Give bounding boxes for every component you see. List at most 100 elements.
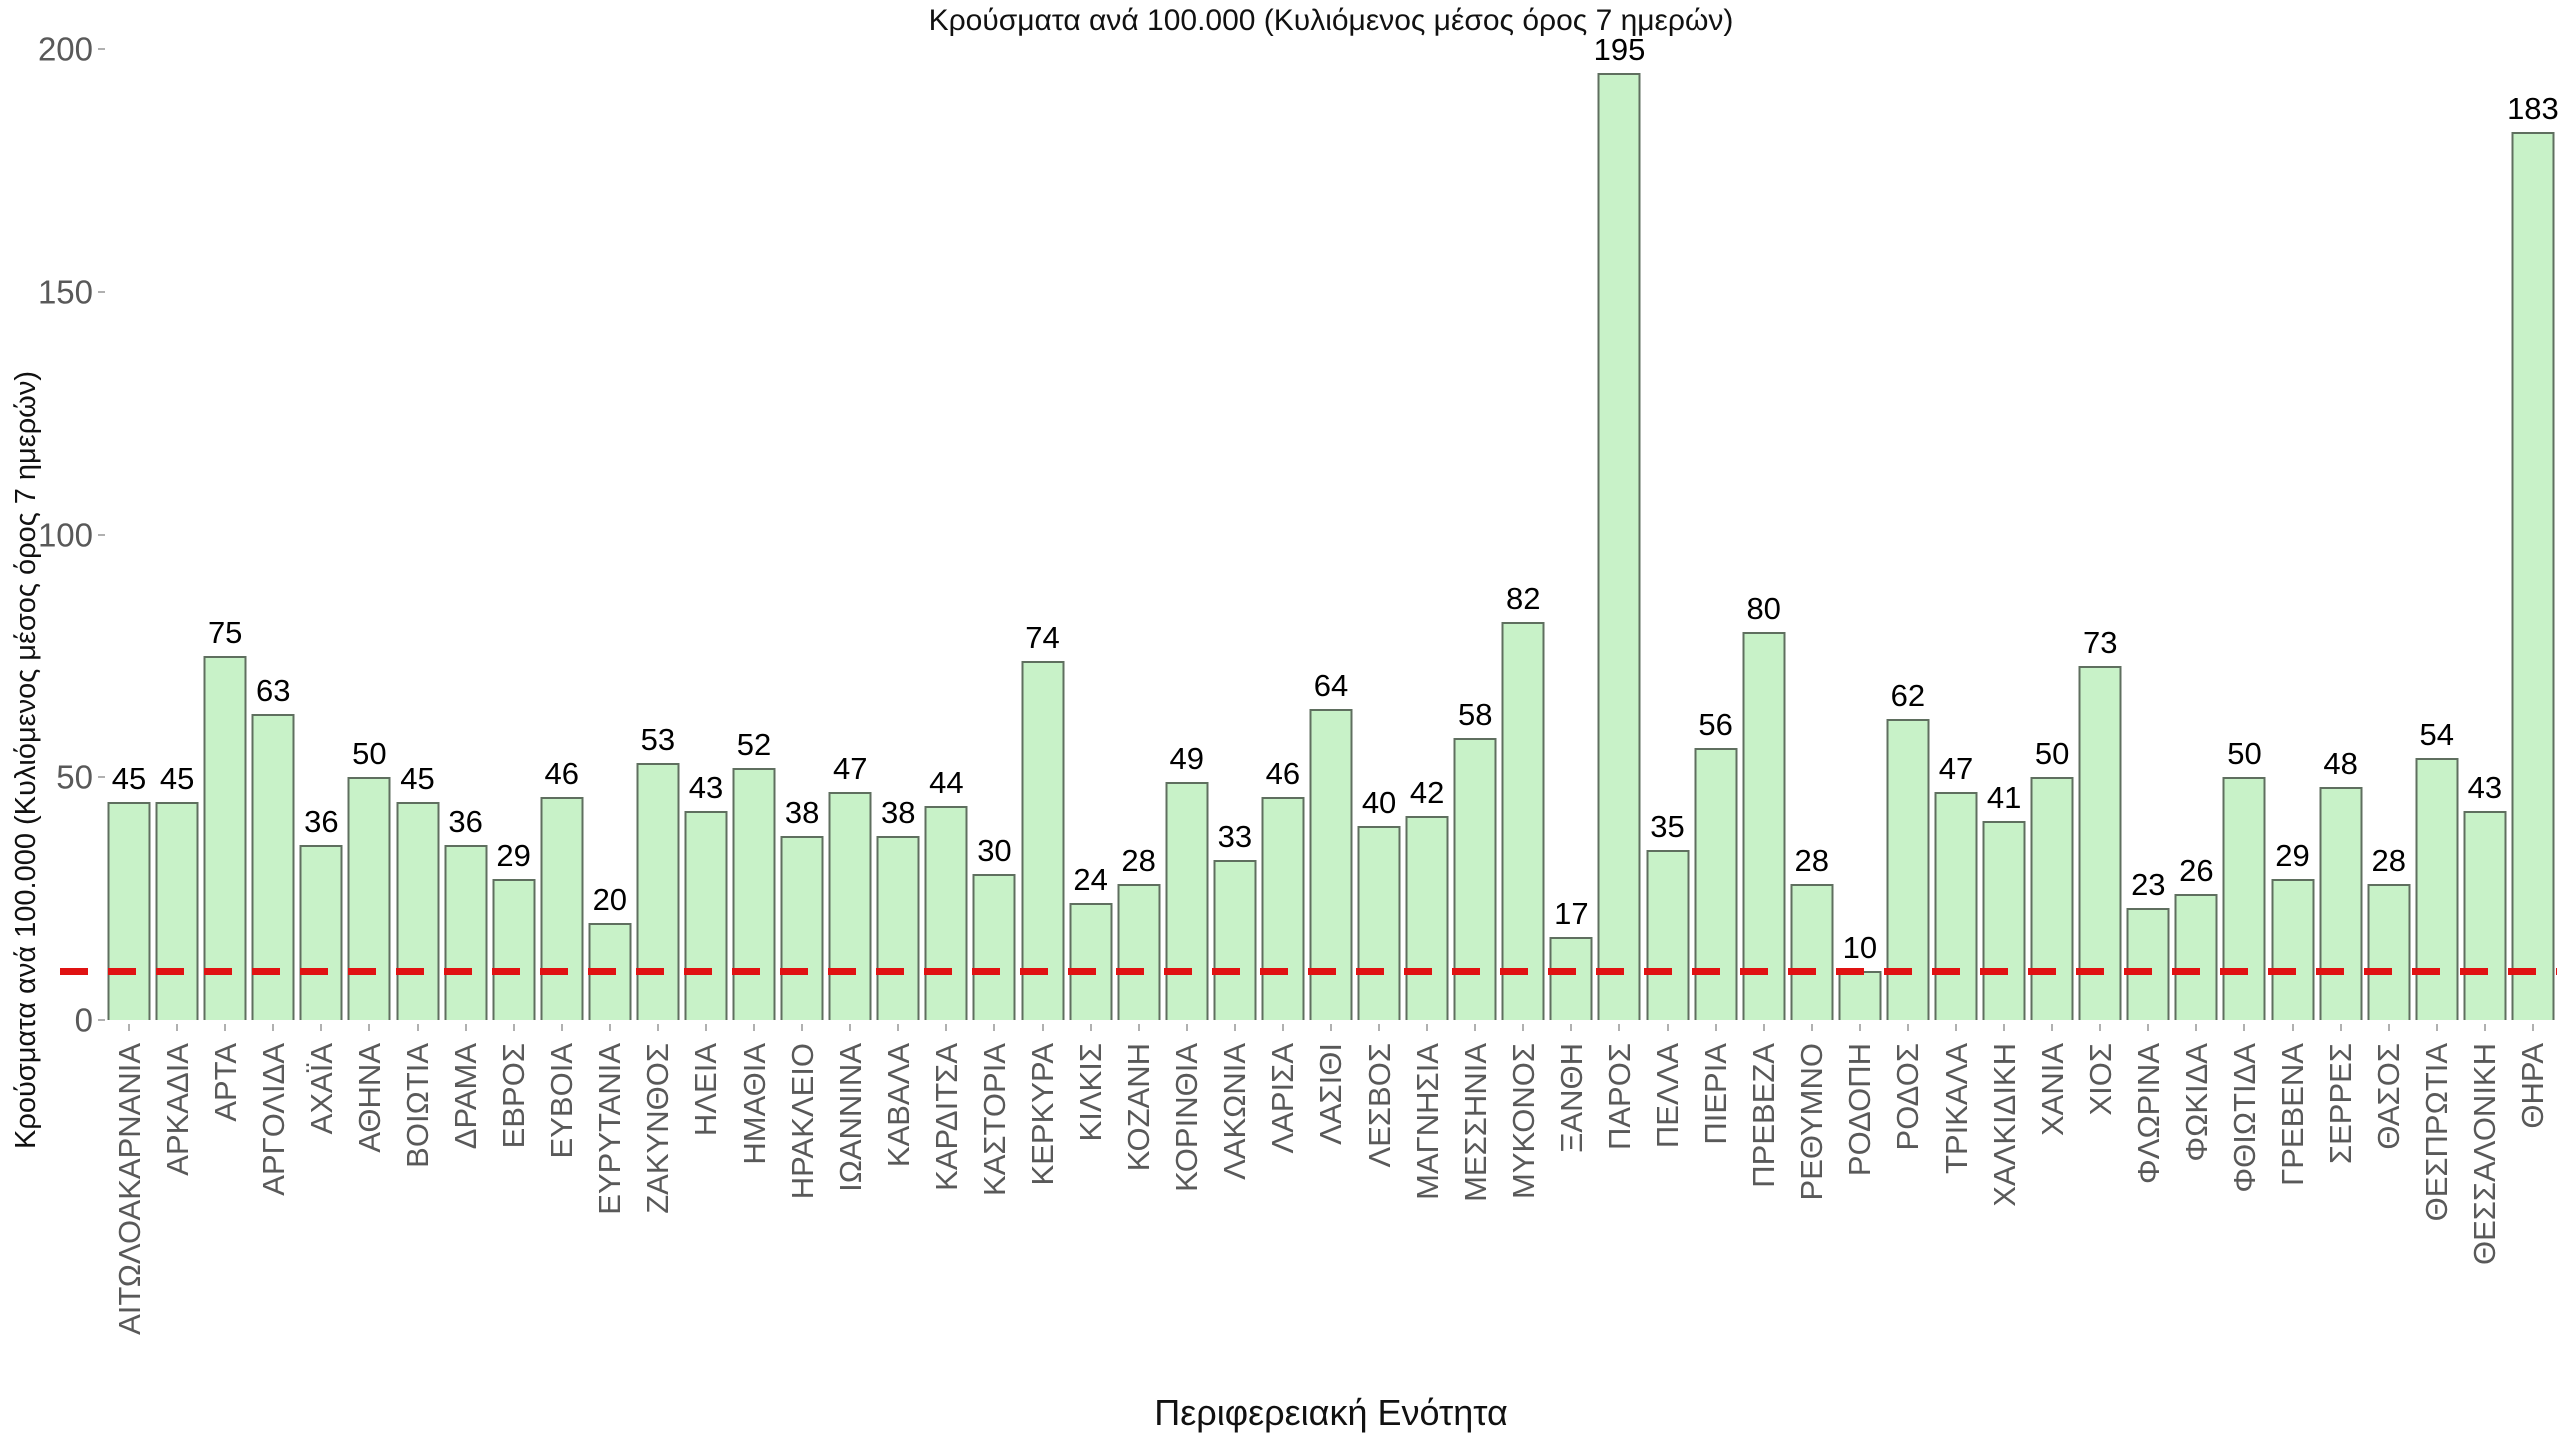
x-tick-mark xyxy=(704,1024,707,1031)
bar xyxy=(1790,884,1834,1020)
x-tick-mark xyxy=(1378,1024,1381,1031)
bar-slot: 47 xyxy=(1932,49,1980,1020)
bar-value-label: 53 xyxy=(640,722,676,757)
x-tick-label: ΛΑΚΩΝΙΑ xyxy=(1217,1043,1253,1180)
x-tick: ΓΡΕΒΕΝΑ xyxy=(2269,1022,2317,1402)
x-tick: ΡΟΔΟΠΗ xyxy=(1836,1022,1884,1402)
x-tick: ΛΑΡΙΣΑ xyxy=(1259,1022,1307,1402)
x-tick: ΚΟΡΙΝΘΙΑ xyxy=(1163,1022,1211,1402)
bar xyxy=(1213,860,1257,1020)
bar-value-label: 35 xyxy=(1650,809,1685,844)
x-tick: ΠΙΕΡΙΑ xyxy=(1692,1022,1740,1402)
x-tick-label: ΠΡΕΒΕΖΑ xyxy=(1746,1043,1782,1188)
x-tick: ΚΑΒΑΛΑ xyxy=(874,1022,922,1402)
x-tick-label: ΒΟΙΩΤΙΑ xyxy=(400,1043,435,1168)
x-tick: ΕΥΡΥΤΑΝΙΑ xyxy=(586,1022,634,1402)
bar xyxy=(2319,787,2363,1020)
x-tick-label: ΗΜΑΘΙΑ xyxy=(736,1043,772,1165)
bar-slot: 195 xyxy=(1594,34,1645,1020)
bar xyxy=(1549,937,1593,1020)
bar xyxy=(1838,971,1882,1020)
bar-slot: 43 xyxy=(2461,49,2509,1020)
bar-value-label: 28 xyxy=(1794,843,1830,878)
x-tick: ΛΕΣΒΟΣ xyxy=(1355,1022,1403,1402)
x-tick: ΚΟΖΑΝΗ xyxy=(1115,1022,1163,1402)
bar-slot: 52 xyxy=(730,49,778,1020)
x-tick-mark xyxy=(2339,1024,2342,1031)
x-tick-label: ΜΥΚΟΝΟΣ xyxy=(1505,1043,1541,1199)
x-tick-mark xyxy=(1041,1024,1044,1031)
bar xyxy=(1261,797,1305,1020)
bar xyxy=(1309,709,1353,1020)
bar-value-label: 29 xyxy=(496,838,531,873)
bar-slot: 50 xyxy=(345,49,393,1020)
x-tick-mark xyxy=(1474,1024,1477,1031)
x-tick-label: ΘΑΣΟΣ xyxy=(2371,1043,2407,1150)
x-tick-mark xyxy=(1522,1024,1525,1031)
bar-value-label: 29 xyxy=(2275,838,2310,873)
x-tick: ΤΡΙΚΑΛΑ xyxy=(1932,1022,1980,1402)
bar-value-label: 38 xyxy=(784,795,820,830)
bar-value-label: 46 xyxy=(544,756,579,791)
x-tick-mark xyxy=(2291,1024,2294,1031)
x-tick: ΠΕΛΛΑ xyxy=(1644,1022,1692,1402)
x-tick: ΑΘΗΝΑ xyxy=(345,1022,393,1402)
bar-value-label: 54 xyxy=(2419,717,2455,752)
bar-slot: 38 xyxy=(874,49,922,1020)
bar xyxy=(2415,758,2459,1020)
bar-value-label: 43 xyxy=(2467,770,2503,805)
x-tick-label: ΧΑΝΙΑ xyxy=(2034,1043,2070,1137)
x-tick-label: ΧΙΟΣ xyxy=(2082,1043,2118,1116)
bar xyxy=(2174,894,2218,1020)
bar-value-label: 41 xyxy=(1986,780,2022,815)
x-tick: ΧΑΛΚΙΔΙΚΗ xyxy=(1980,1022,2028,1402)
bar xyxy=(1021,661,1065,1020)
x-tick-label: ΛΑΣΙΘΙ xyxy=(1313,1043,1349,1145)
bar-slot: 17 xyxy=(1547,49,1595,1020)
bar-slot: 45 xyxy=(105,49,153,1020)
y-tick-label: 150 xyxy=(37,273,93,311)
bar-value-label: 195 xyxy=(1593,32,1646,67)
bar xyxy=(540,797,584,1020)
x-tick-mark xyxy=(753,1024,756,1031)
bar-value-label: 23 xyxy=(2131,867,2166,902)
bar-slot: 28 xyxy=(2365,49,2413,1020)
x-tick-mark xyxy=(272,1024,275,1031)
bar-slot: 46 xyxy=(1259,49,1307,1020)
bar-value-label: 62 xyxy=(1890,678,1926,713)
bar-value-label: 42 xyxy=(1409,775,1445,810)
x-tick-label: ΚΑΒΑΛΑ xyxy=(880,1043,916,1168)
bar-value-label: 47 xyxy=(1938,751,1974,786)
x-tick-label: ΤΡΙΚΑΛΑ xyxy=(1938,1043,1974,1174)
x-tick-mark xyxy=(416,1024,419,1031)
bar-value-label: 63 xyxy=(256,673,291,708)
bar-slot: 44 xyxy=(922,49,970,1020)
x-tick: ΧΑΝΙΑ xyxy=(2028,1022,2076,1402)
bar-slot: 29 xyxy=(2269,49,2317,1020)
bar-value-label: 44 xyxy=(929,765,964,800)
bar xyxy=(1982,821,2026,1020)
bar-slot: 30 xyxy=(970,49,1018,1020)
bar xyxy=(1453,738,1497,1020)
bar-slot: 33 xyxy=(1211,49,1259,1020)
bar-slot: 49 xyxy=(1163,49,1211,1020)
plot-area: 45 45 75 63 36 50 45 36 29 46 20 53 43 52 38 47 38 44 30 74… xyxy=(60,34,2559,1020)
x-tick-label: ΚΟΡΙΝΘΙΑ xyxy=(1169,1043,1205,1192)
bar-slot: 45 xyxy=(153,49,201,1020)
x-tick-label: ΡΟΔΟΣ xyxy=(1890,1043,1926,1151)
x-tick-mark xyxy=(849,1024,852,1031)
x-tick-mark xyxy=(1233,1024,1236,1031)
bar xyxy=(1597,73,1641,1020)
x-tick-mark xyxy=(897,1024,900,1031)
bar-value-label: 20 xyxy=(592,882,628,917)
bar-slot: 40 xyxy=(1355,49,1403,1020)
x-tick-mark xyxy=(2435,1024,2438,1031)
y-axis-ticks: 0 50 100 150 200 xyxy=(0,0,107,1440)
x-tick-label: ΖΑΚΥΝΘΟΣ xyxy=(640,1043,676,1214)
bar-slot: 80 xyxy=(1740,49,1788,1020)
bar xyxy=(299,845,343,1020)
bar-value-label: 50 xyxy=(2227,736,2262,771)
x-tick: ΦΛΩΡΙΝΑ xyxy=(2124,1022,2172,1402)
x-tick: ΑΙΤΩΛΟΑΚΑΡΝΑΝΙΑ xyxy=(105,1022,153,1402)
